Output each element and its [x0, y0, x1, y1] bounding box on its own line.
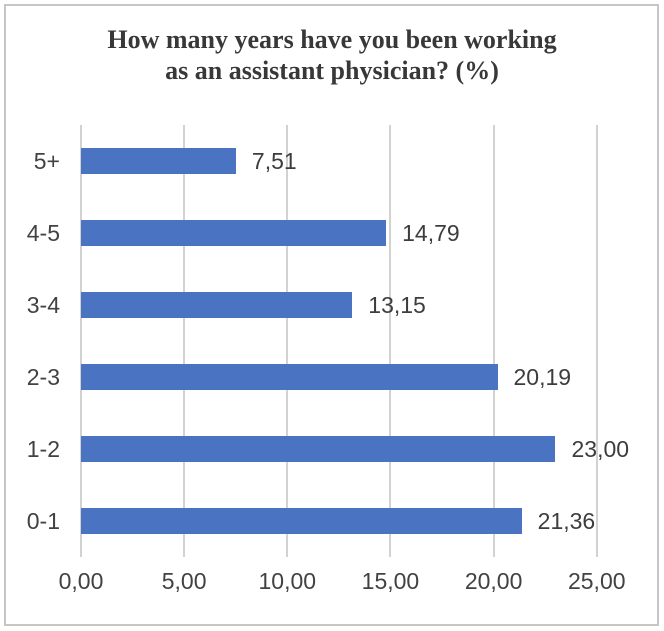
- bar: [81, 220, 387, 246]
- bar: [81, 148, 236, 174]
- x-axis-tick-label: 20,00: [464, 568, 523, 594]
- gridline-20: [492, 125, 495, 557]
- bar-value-label: 20,19: [513, 364, 572, 390]
- category-label: 0-1: [26, 508, 60, 534]
- category-label: 5+: [33, 148, 60, 174]
- gridline-5: [183, 125, 186, 557]
- gridline-15: [389, 125, 392, 557]
- category-label: 4-5: [26, 220, 60, 246]
- category-label: 3-4: [26, 292, 60, 318]
- x-axis-tick-label: 15,00: [361, 568, 420, 594]
- bar-value-label: 13,15: [368, 292, 426, 318]
- chart-title-line-2: as an assistant physician? (%): [165, 56, 499, 85]
- category-label: 2-3: [26, 364, 60, 390]
- bar-value-label: 7,51: [251, 148, 297, 174]
- bar: [81, 292, 353, 318]
- bar: [81, 364, 498, 390]
- gridline-25: [595, 125, 598, 557]
- x-axis-tick-label: 0,00: [58, 568, 104, 594]
- category-label: 1-2: [26, 436, 60, 462]
- chart-title-line-1: How many years have you been working: [107, 25, 557, 54]
- bar-value-label: 14,79: [402, 220, 460, 246]
- x-axis-tick-label: 10,00: [258, 568, 317, 594]
- bar-value-label: 23,00: [571, 436, 630, 462]
- x-axis-tick-label: 5,00: [161, 568, 207, 594]
- x-axis-tick-label: 25,00: [567, 568, 626, 594]
- gridline-10: [286, 125, 289, 557]
- gridline-0: [80, 125, 82, 557]
- bar: [81, 436, 556, 462]
- bar-value-label: 21,36: [537, 508, 596, 534]
- bar: [81, 508, 522, 534]
- chart-title: How many years have you been working as …: [30, 24, 634, 86]
